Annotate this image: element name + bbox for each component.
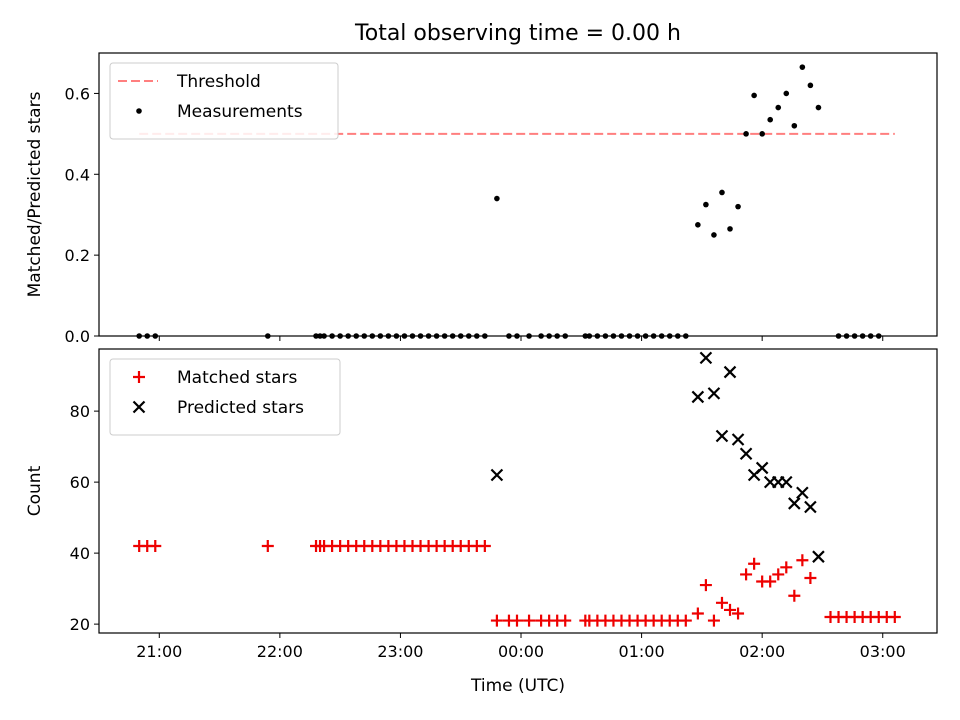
y-tick-label: 60	[70, 473, 90, 492]
data-point	[764, 575, 777, 588]
data-point	[735, 203, 741, 210]
legend-marker	[136, 108, 142, 114]
data-point	[727, 226, 733, 232]
data-point	[796, 486, 809, 500]
y-tick-label: 40	[70, 544, 90, 563]
y-tick-label: 0.6	[65, 84, 90, 103]
data-point	[807, 82, 814, 89]
legend-entry: Predicted stars	[132, 398, 304, 418]
data-point	[772, 568, 785, 581]
data-point	[759, 131, 765, 137]
data-point	[748, 557, 761, 570]
data-point	[799, 64, 806, 70]
data-point	[490, 468, 504, 482]
data-point	[731, 433, 745, 446]
data-point	[523, 614, 536, 627]
data-point	[780, 561, 793, 574]
y-axis-label: Matched/Predicted stars	[25, 91, 45, 297]
x-tick-label: 23:00	[377, 642, 423, 661]
legend-box	[109, 62, 339, 140]
data-point	[755, 461, 769, 475]
legend-label: Matched stars	[177, 368, 297, 388]
legend-entry: Threshold	[118, 72, 261, 92]
legend-marker	[133, 371, 145, 383]
y-tick-label: 0.0	[65, 327, 90, 346]
data-point	[775, 104, 782, 111]
series-matched-stars	[133, 540, 901, 627]
data-point	[707, 387, 721, 400]
data-point	[788, 589, 801, 602]
x-axis-label: Time (UTC)	[470, 676, 565, 696]
x-tick-label: 00:00	[498, 642, 544, 661]
data-point	[149, 540, 162, 553]
legend-label: Predicted stars	[177, 398, 304, 418]
data-point	[707, 614, 720, 627]
y-tick-label: 0.4	[65, 165, 90, 184]
legend: Threshold Measurements	[109, 62, 339, 140]
legend-label: Threshold	[176, 72, 261, 92]
data-point	[740, 568, 753, 581]
x-tick-label: 03:00	[860, 642, 906, 661]
y-tick-label: 20	[70, 615, 90, 634]
x-tick-label: 22:00	[257, 642, 303, 661]
y-axis-label: Count	[25, 465, 45, 516]
data-point	[478, 540, 491, 553]
data-point	[719, 189, 725, 196]
panel-2: 20 40 60 80 21:00 22:00 23:00 00:00 01:00 02:00 03…	[25, 348, 938, 696]
data-point	[699, 579, 712, 592]
y-tick-label: 0.2	[65, 246, 90, 265]
data-point	[695, 222, 701, 228]
data-point	[796, 554, 809, 567]
data-point	[510, 614, 523, 627]
data-point	[261, 540, 274, 553]
data-point	[490, 614, 503, 627]
data-point	[703, 201, 709, 208]
data-point	[691, 607, 704, 620]
legend: Matched stars Predicted stars	[109, 358, 341, 436]
data-point	[788, 497, 801, 510]
data-point	[739, 447, 753, 461]
data-point	[699, 351, 713, 365]
plot-frame	[98, 348, 938, 634]
x-tick-label: 01:00	[619, 642, 665, 661]
data-point	[812, 550, 825, 563]
data-point	[494, 195, 500, 202]
data-point	[715, 596, 728, 609]
panel-1: Total observing time = 0.00 h 0.0 0.2 0.4 0.…	[25, 21, 938, 346]
data-point	[732, 607, 745, 620]
data-point	[723, 365, 737, 379]
data-point	[724, 603, 737, 616]
data-point	[815, 104, 822, 111]
legend-box	[109, 358, 341, 436]
x-tick-label: 02:00	[739, 642, 785, 661]
data-point	[715, 429, 729, 443]
data-point	[751, 92, 757, 99]
data-point	[783, 90, 790, 97]
data-point	[691, 390, 705, 404]
plot-frame	[98, 52, 938, 337]
data-point	[679, 614, 692, 627]
x-tick-label: 21:00	[136, 642, 182, 661]
data-point	[804, 500, 817, 514]
chart-title: Total observing time = 0.00 h	[354, 21, 681, 46]
data-point	[559, 614, 572, 627]
data-point	[780, 475, 793, 489]
data-point	[743, 131, 749, 137]
data-point	[711, 232, 717, 238]
data-point	[804, 571, 817, 584]
legend-entry: Measurements	[136, 102, 303, 122]
legend-marker	[132, 400, 146, 414]
y-tick-label: 80	[70, 402, 90, 421]
legend-label: Measurements	[177, 102, 303, 122]
series-predicted-stars	[490, 351, 825, 563]
data-point	[767, 116, 774, 123]
data-point	[791, 122, 798, 129]
data-point	[888, 611, 901, 624]
legend-entry: Matched stars	[133, 368, 297, 388]
